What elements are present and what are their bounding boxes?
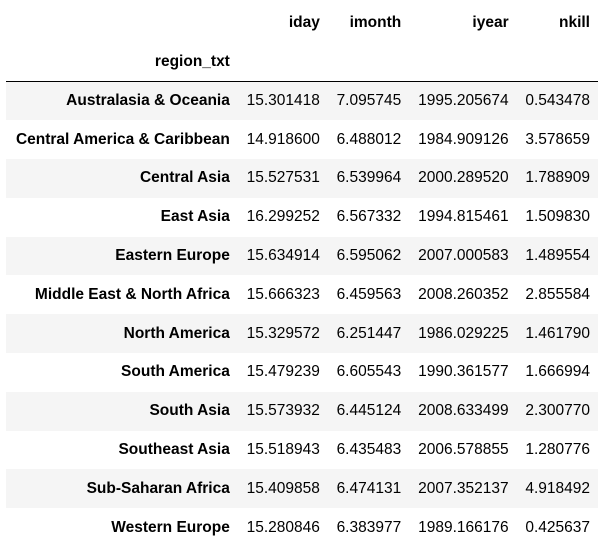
cell-iday: 15.301418 [238,82,328,121]
index-row-blank [328,42,409,82]
cell-nkill: 0.425637 [517,508,598,547]
cell-iyear: 1989.166176 [409,508,516,547]
cell-iyear: 2007.352137 [409,469,516,508]
cell-imonth: 6.383977 [328,508,409,547]
row-index-label: Middle East & North Africa [6,275,238,314]
row-index-label: Sub-Saharan Africa [6,469,238,508]
cell-iyear: 2000.289520 [409,159,516,198]
index-name-row: region_txt [6,42,598,82]
cell-imonth: 7.095745 [328,82,409,121]
cell-iday: 15.573932 [238,392,328,431]
cell-iday: 15.329572 [238,314,328,353]
row-index-label: South Asia [6,392,238,431]
index-row-blank [238,42,328,82]
cell-iday: 15.280846 [238,508,328,547]
cell-imonth: 6.605543 [328,353,409,392]
column-header-iyear: iyear [409,4,516,42]
row-index-label: Western Europe [6,508,238,547]
cell-iday: 15.634914 [238,237,328,276]
cell-iyear: 2008.633499 [409,392,516,431]
cell-iday: 15.409858 [238,469,328,508]
cell-imonth: 6.474131 [328,469,409,508]
cell-iday: 15.479239 [238,353,328,392]
row-index-label: Australasia & Oceania [6,82,238,121]
row-index-label: South America [6,353,238,392]
cell-iday: 14.918600 [238,120,328,159]
cell-nkill: 1.280776 [517,431,598,470]
cell-imonth: 6.488012 [328,120,409,159]
cell-imonth: 6.445124 [328,392,409,431]
index-row-blank [409,42,516,82]
cell-iyear: 1995.205674 [409,82,516,121]
row-index-label: Eastern Europe [6,237,238,276]
cell-iyear: 2007.000583 [409,237,516,276]
row-index-label: East Asia [6,198,238,237]
cell-iday: 15.527531 [238,159,328,198]
row-index-label: Central Asia [6,159,238,198]
cell-nkill: 3.578659 [517,120,598,159]
row-index-label: North America [6,314,238,353]
cell-imonth: 6.567332 [328,198,409,237]
cell-nkill: 0.543478 [517,82,598,121]
cell-imonth: 6.435483 [328,431,409,470]
cell-iyear: 1986.029225 [409,314,516,353]
cell-nkill: 1.666994 [517,353,598,392]
cell-nkill: 1.461790 [517,314,598,353]
cell-imonth: 6.251447 [328,314,409,353]
cell-imonth: 6.539964 [328,159,409,198]
cell-nkill: 2.855584 [517,275,598,314]
row-index-label: Central America & Caribbean [6,120,238,159]
column-header-iday: iday [238,4,328,42]
index-name: region_txt [6,42,238,82]
cell-iyear: 1984.909126 [409,120,516,159]
cell-iday: 16.299252 [238,198,328,237]
index-row-blank [517,42,598,82]
cell-iday: 15.666323 [238,275,328,314]
cell-imonth: 6.459563 [328,275,409,314]
cell-nkill: 1.509830 [517,198,598,237]
cell-iyear: 2008.260352 [409,275,516,314]
cell-nkill: 4.918492 [517,469,598,508]
cell-iyear: 2006.578855 [409,431,516,470]
column-header-imonth: imonth [328,4,409,42]
cell-iyear: 1994.815461 [409,198,516,237]
cell-iday: 15.518943 [238,431,328,470]
cell-nkill: 2.300770 [517,392,598,431]
header-blank-cell [6,4,238,42]
cell-imonth: 6.595062 [328,237,409,276]
cell-iyear: 1990.361577 [409,353,516,392]
column-header-row: iday imonth iyear nkill [6,4,598,42]
table-header: iday imonth iyear nkill region_txt [6,4,598,82]
dataframe-table: iday imonth iyear nkill region_txt Austr… [6,4,598,547]
row-index-label: Southeast Asia [6,431,238,470]
column-header-nkill: nkill [517,4,598,42]
cell-nkill: 1.788909 [517,159,598,198]
cell-nkill: 1.489554 [517,237,598,276]
